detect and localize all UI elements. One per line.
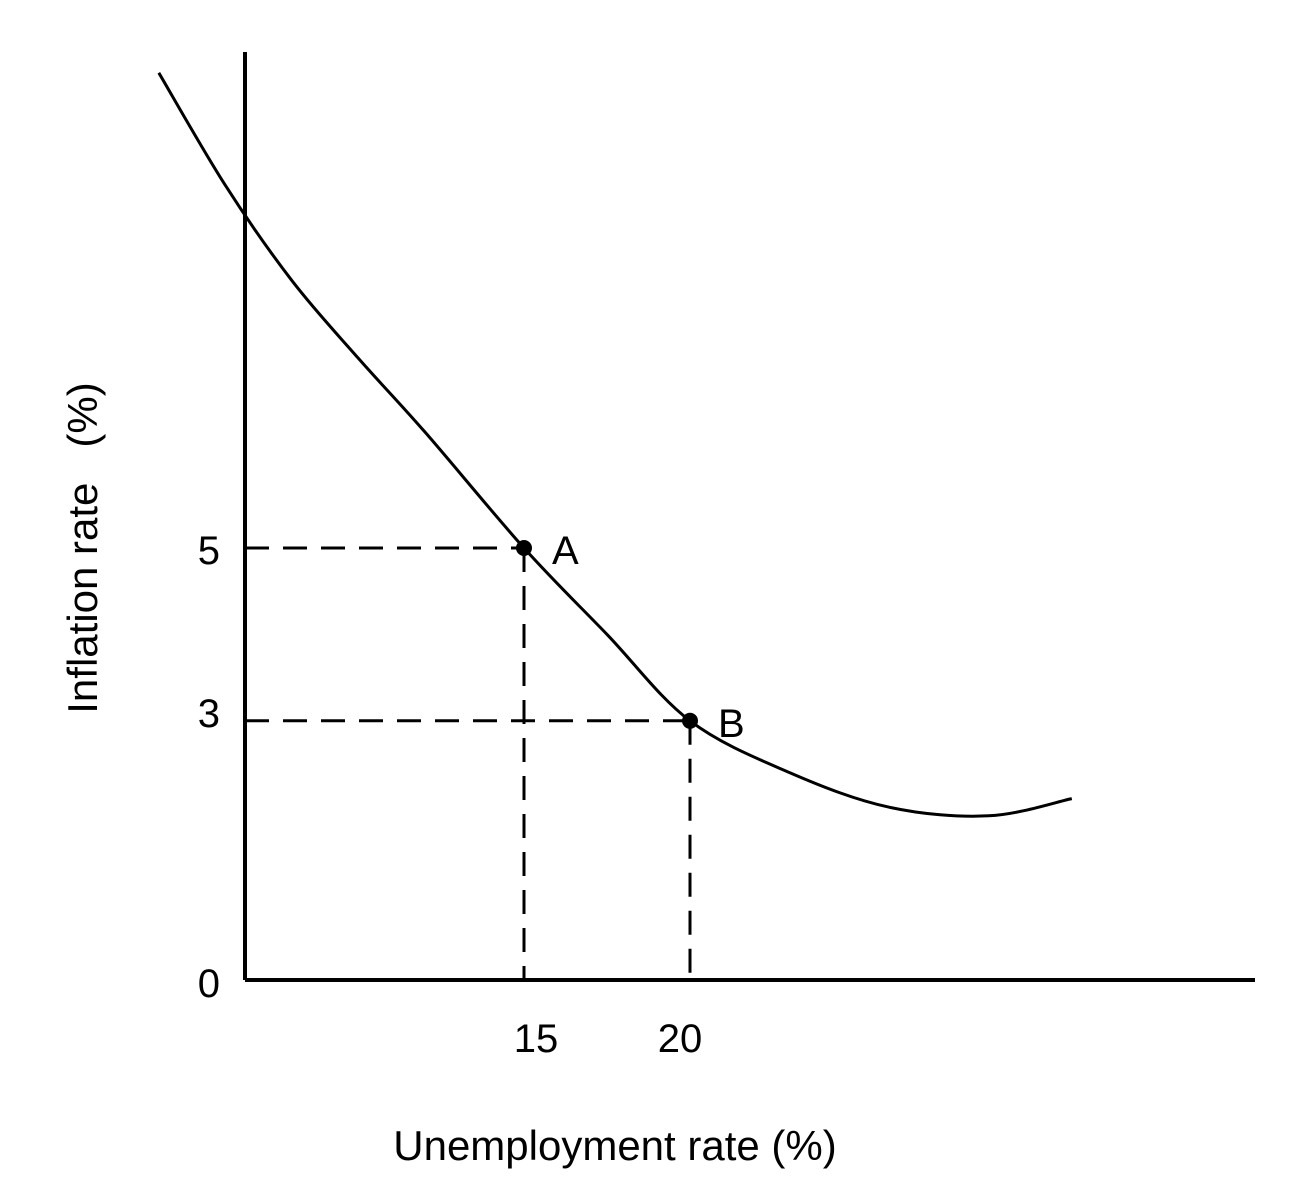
point-marker-a — [516, 540, 532, 556]
y-tick-label-3: 3 — [198, 692, 220, 736]
x-tick-label-20: 20 — [658, 1017, 703, 1061]
point-label-a: A — [552, 529, 579, 573]
point-label-b: B — [718, 702, 745, 746]
y-tick-label-0: 0 — [198, 962, 220, 1006]
point-markers: AB — [516, 529, 745, 746]
x-axis-title: Unemployment rate (%) — [393, 1122, 836, 1169]
guide-lines — [245, 546, 692, 980]
point-marker-b — [682, 712, 698, 729]
x-tick-label-15: 15 — [514, 1017, 559, 1061]
phillips-curve-line — [157, 72, 1073, 818]
y-axis-title: Inflation rate (%) — [59, 382, 106, 713]
y-tick-label-5: 5 — [198, 529, 220, 573]
